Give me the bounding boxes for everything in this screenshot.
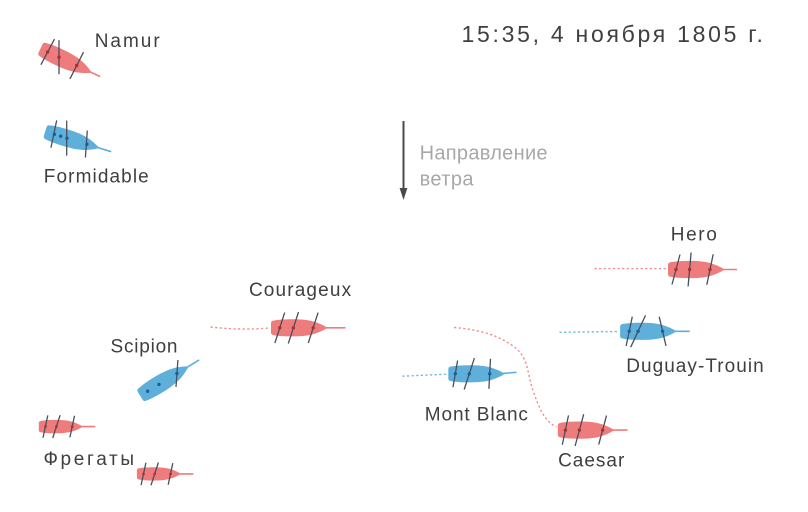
svg-text:15:35, 4 ноября 1805 г.: 15:35, 4 ноября 1805 г. <box>462 21 766 47</box>
svg-text:Duguay-Trouin: Duguay-Trouin <box>626 356 765 377</box>
svg-text:Caesar: Caesar <box>558 451 625 472</box>
svg-text:Namur: Namur <box>95 31 162 52</box>
svg-text:Фрегаты: Фрегаты <box>43 449 136 470</box>
svg-text:Courageux: Courageux <box>249 280 352 301</box>
svg-text:ветра: ветра <box>420 169 475 191</box>
svg-text:Formidable: Formidable <box>44 167 150 188</box>
svg-text:Hero: Hero <box>671 224 719 245</box>
svg-text:Scipion: Scipion <box>111 337 179 358</box>
svg-text:Направление: Направление <box>420 143 548 165</box>
svg-text:Mont Blanc: Mont Blanc <box>425 405 529 426</box>
